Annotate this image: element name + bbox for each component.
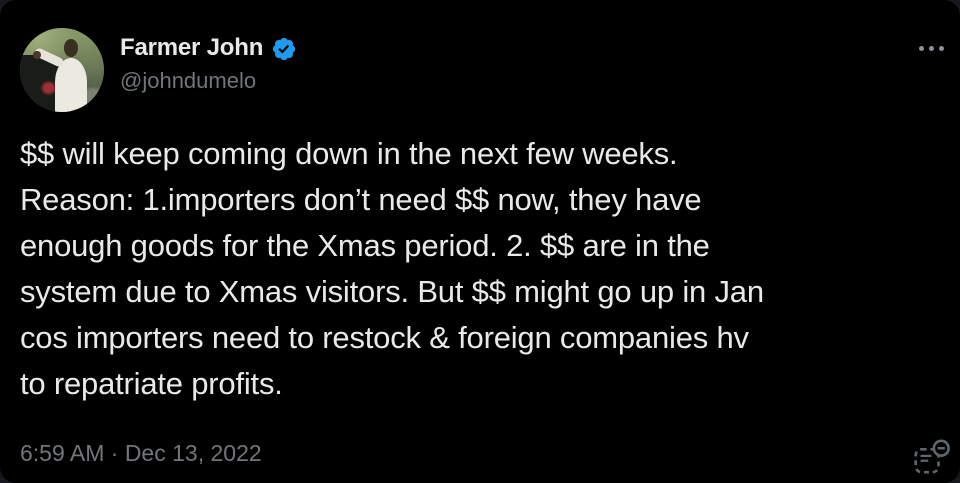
more-horizontal-icon	[919, 46, 924, 51]
timestamp[interactable]: 6:59 AM · Dec 13, 2022	[20, 440, 262, 466]
display-name[interactable]: Farmer John	[120, 34, 264, 61]
tweet-text: $$ will keep coming down in the next few…	[20, 136, 764, 401]
more-horizontal-icon	[929, 46, 934, 51]
avatar-photo-person	[55, 58, 88, 112]
name-row[interactable]: Farmer John	[120, 34, 297, 62]
user-block: Farmer John @johndumelo	[120, 34, 297, 94]
user-handle[interactable]: @johndumelo	[120, 68, 257, 93]
hide-stats-icon[interactable]	[913, 439, 951, 476]
avatar[interactable]	[20, 28, 104, 112]
avatar-photo-hand	[33, 50, 41, 60]
more-options-button[interactable]	[913, 40, 950, 57]
verified-badge-icon	[271, 36, 297, 62]
more-horizontal-icon	[939, 46, 944, 51]
avatar-photo-red-detail	[41, 81, 56, 95]
avatar-photo-head	[63, 38, 78, 57]
